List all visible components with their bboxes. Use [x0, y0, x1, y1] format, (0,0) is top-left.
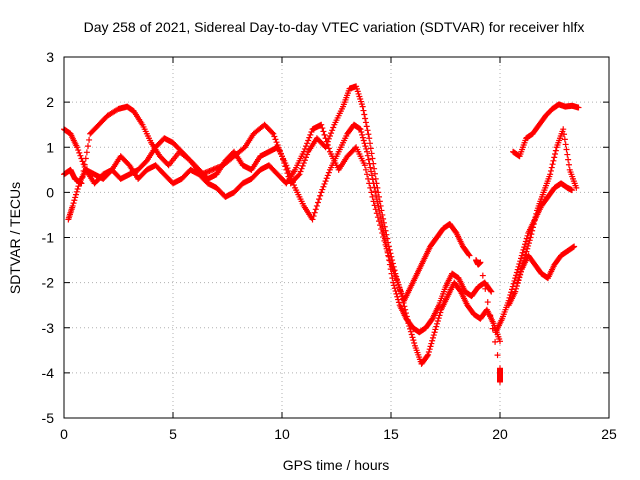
x-tick-label: 10 — [274, 426, 290, 442]
series-points — [510, 101, 582, 160]
series-points — [65, 121, 473, 304]
y-tick-label: 1 — [46, 139, 54, 155]
series-track-3 — [65, 121, 473, 304]
x-tick-label: 15 — [383, 426, 399, 442]
x-tick-label: 0 — [60, 426, 68, 442]
x-tick-label: 25 — [601, 426, 617, 442]
series-track-7 — [514, 126, 580, 286]
chart-title: Day 258 of 2021, Sidereal Day-to-day VTE… — [84, 19, 585, 35]
y-tick-label: 0 — [46, 184, 54, 200]
y-tick-label: -1 — [42, 230, 55, 246]
y-tick-label: 2 — [46, 94, 54, 110]
series-points — [514, 126, 580, 286]
y-axis-label: SDTVAR / TECUs — [7, 182, 23, 294]
series-points — [473, 257, 503, 385]
grid-lines — [64, 57, 609, 418]
y-tick-label: -2 — [42, 275, 55, 291]
y-tick-label: 3 — [46, 49, 54, 65]
x-axis-label: GPS time / hours — [283, 457, 390, 473]
data-points — [61, 83, 582, 385]
axis-ticks: 0 5 10 15 20 25 -5 -4 -3 -2 -1 0 1 2 3 — [42, 49, 617, 442]
x-tick-label: 20 — [492, 426, 508, 442]
x-tick-label: 5 — [169, 426, 177, 442]
y-tick-label: -3 — [42, 320, 55, 336]
series-track-6 — [510, 101, 582, 160]
series-isolated — [473, 257, 503, 385]
y-tick-label: -4 — [42, 365, 55, 381]
y-tick-label: -5 — [42, 410, 55, 426]
